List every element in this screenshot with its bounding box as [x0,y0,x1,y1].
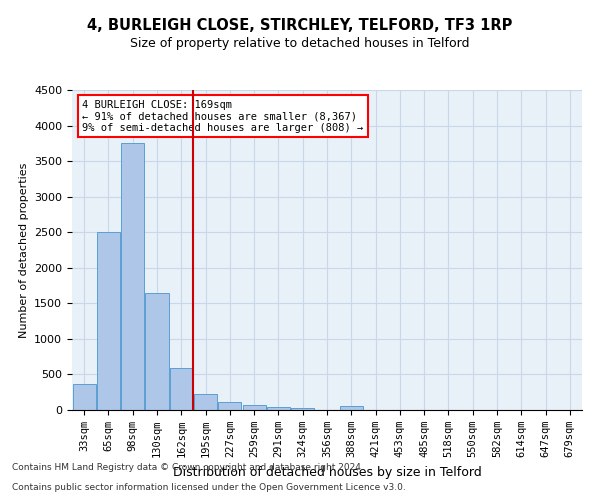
Y-axis label: Number of detached properties: Number of detached properties [19,162,29,338]
Bar [242,406,266,410]
Bar [73,384,95,410]
Text: 4, BURLEIGH CLOSE, STIRCHLEY, TELFORD, TF3 1RP: 4, BURLEIGH CLOSE, STIRCHLEY, TELFORD, T… [88,18,512,32]
Bar [340,406,363,410]
Bar [97,232,120,410]
Bar [218,402,241,410]
Bar [194,394,217,410]
Bar [145,294,169,410]
Bar [291,408,314,410]
X-axis label: Distribution of detached houses by size in Telford: Distribution of detached houses by size … [173,466,481,478]
Bar [267,407,290,410]
Text: Contains public sector information licensed under the Open Government Licence v3: Contains public sector information licen… [12,484,406,492]
Text: Size of property relative to detached houses in Telford: Size of property relative to detached ho… [130,38,470,51]
Text: 4 BURLEIGH CLOSE: 169sqm
← 91% of detached houses are smaller (8,367)
9% of semi: 4 BURLEIGH CLOSE: 169sqm ← 91% of detach… [82,100,364,133]
Text: Contains HM Land Registry data © Crown copyright and database right 2024.: Contains HM Land Registry data © Crown c… [12,464,364,472]
Bar [170,368,193,410]
Bar [121,144,144,410]
